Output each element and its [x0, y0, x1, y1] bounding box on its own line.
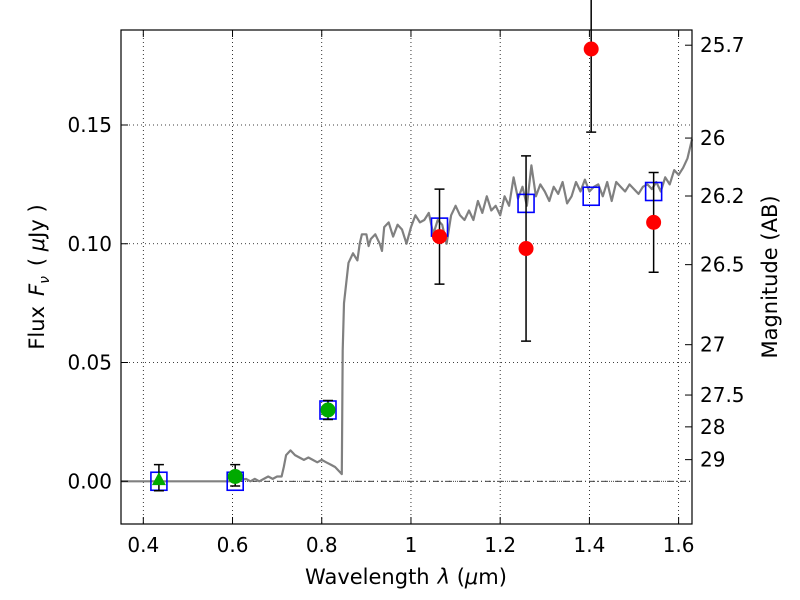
square-marker — [582, 186, 600, 207]
mag-tick-label: 26.2 — [700, 184, 745, 208]
x-axis-label: Wavelength λ (μm) — [305, 565, 507, 589]
y-tick-label: 0.10 — [67, 232, 112, 256]
mag-tick-label: 27.5 — [700, 383, 745, 407]
x-tick-label: 1 — [405, 533, 418, 557]
y-axis-label-nu: ν — [37, 276, 53, 284]
mag-tick-label: 27 — [700, 333, 725, 357]
circle-marker — [432, 229, 448, 245]
x-axis-label-mu: μ — [464, 565, 478, 589]
x-axis-label-lambda: λ — [437, 565, 450, 589]
mag-tick-label: 25.7 — [700, 33, 745, 57]
y-axis-label: Flux Fν ( μJy ) — [25, 204, 53, 349]
x-tick-label: 1.2 — [484, 533, 516, 557]
mag-tick-label: 28 — [700, 415, 725, 439]
x-axis-label-part-c: ( — [450, 565, 465, 589]
x-tick-label: 0.6 — [217, 533, 249, 557]
y-tick-label: 0.05 — [67, 351, 112, 375]
mag-tick-label: 29 — [700, 448, 725, 472]
circle-marker — [646, 214, 662, 230]
mag-tick-label: 26 — [700, 126, 725, 150]
circle-marker — [227, 469, 243, 484]
axes: 0.4 0.6 0.8 1 1.2 1.4 1.6 0.00 0.05 0.10 0.15 25.7 2… — [67, 30, 745, 557]
x-tick-label: 1.4 — [573, 533, 605, 557]
x-tick-label: 1.6 — [663, 533, 695, 557]
y-axis-label-F: F — [25, 283, 49, 296]
plot-area — [121, 0, 694, 492]
y2-axis-label: Magnitude (AB) — [758, 195, 782, 358]
y-tick-label: 0.00 — [67, 469, 112, 493]
y-axis-label-part-f: Jy ) — [25, 204, 49, 240]
circle-marker — [583, 41, 599, 57]
x-axis-label-part-a: Wavelength — [305, 565, 430, 589]
template-spectrum-line — [121, 139, 694, 483]
x-axis-label-part-e: m) — [478, 565, 507, 589]
circle-marker — [320, 402, 336, 418]
plot-frame — [120, 29, 693, 525]
triangle-marker — [151, 472, 166, 486]
x-tick-label: 0.8 — [306, 533, 338, 557]
y-axis-label-part-d: ( — [25, 251, 49, 266]
mag-tick-label: 26.5 — [700, 253, 745, 277]
x-tick-label: 0.4 — [127, 533, 159, 557]
y-tick-label: 0.15 — [67, 113, 112, 137]
y-axis-label-part-a: Flux — [25, 306, 49, 350]
circle-marker — [518, 241, 534, 256]
y-axis-label-mu: μ — [25, 238, 49, 252]
